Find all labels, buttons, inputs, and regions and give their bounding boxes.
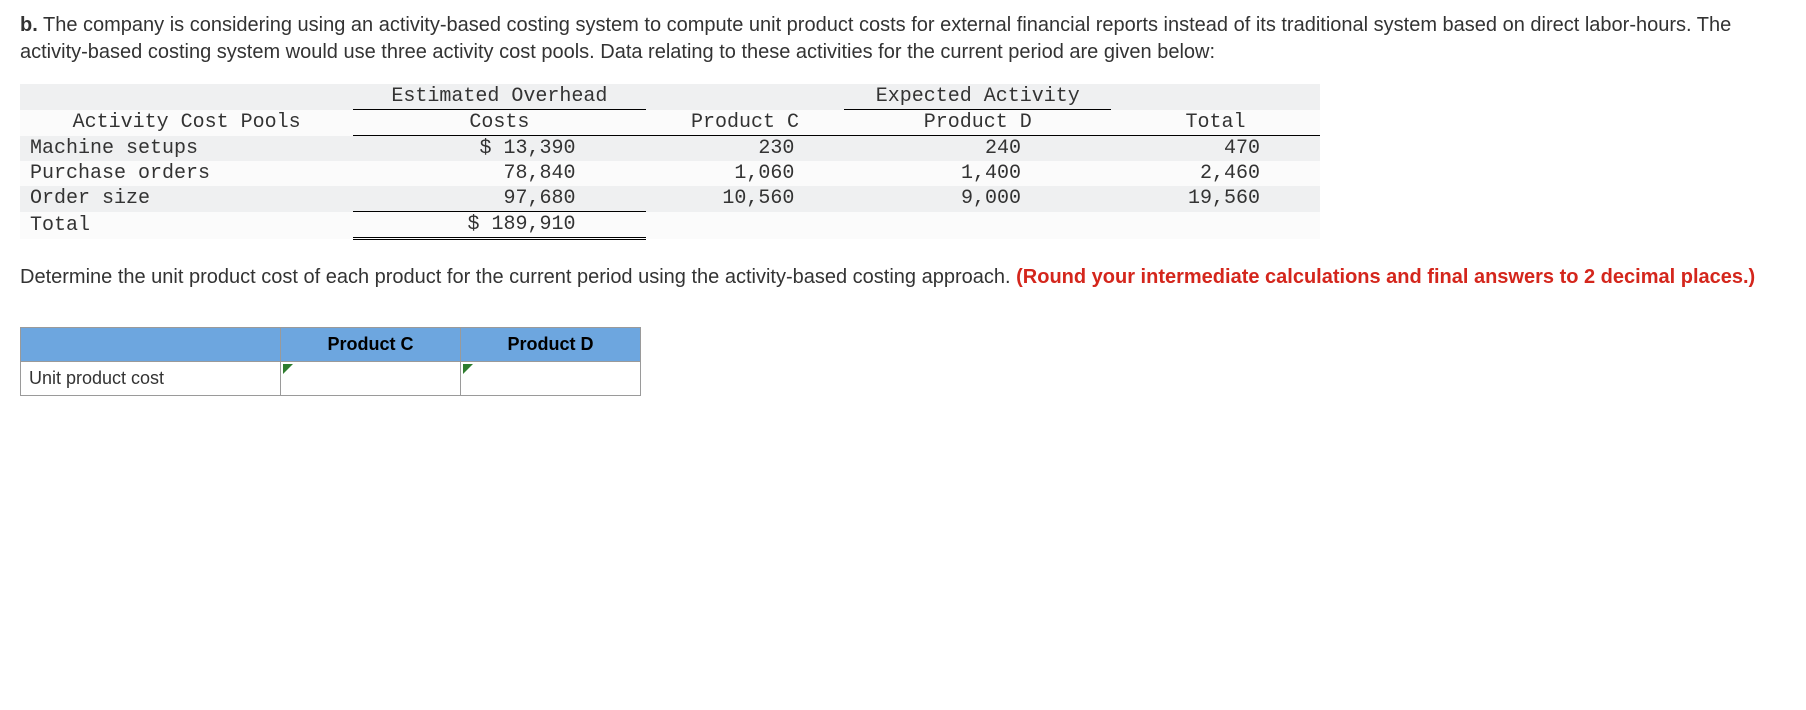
instruction-red: (Round your intermediate calculations an…: [1016, 266, 1755, 288]
cell-c: 1,060: [646, 161, 845, 186]
answer-cell-product-c[interactable]: [281, 362, 461, 396]
cell-cost: 78,840: [353, 161, 645, 186]
table-row: Purchase orders 78,840 1,060 1,400 2,460: [20, 161, 1320, 186]
answer-table: Product C Product D Unit product cost: [20, 327, 641, 396]
cell-c: 10,560: [646, 186, 845, 212]
instruction-text: Determine the unit product cost of each …: [20, 264, 1786, 291]
cell-total-cost: $ 189,910: [353, 212, 645, 239]
cell-d: 240: [844, 136, 1111, 162]
answer-col-product-c: Product C: [281, 328, 461, 362]
question-body: The company is considering using an acti…: [20, 14, 1731, 63]
unit-cost-input-d[interactable]: [461, 362, 640, 395]
part-label: b.: [20, 14, 38, 36]
answer-row-label: Unit product cost: [21, 362, 281, 396]
cell-t: 19,560: [1111, 186, 1320, 212]
answer-col-product-d: Product D: [461, 328, 641, 362]
cell-t: 2,460: [1111, 161, 1320, 186]
th-activity-cost-pools: Activity Cost Pools: [20, 110, 353, 136]
cell-t: 470: [1111, 136, 1320, 162]
cell-total-label: Total: [20, 212, 353, 239]
answer-cell-product-d[interactable]: [461, 362, 641, 396]
cell-pool: Order size: [20, 186, 353, 212]
th-costs: Costs: [353, 110, 645, 136]
unit-cost-input-c[interactable]: [281, 362, 460, 395]
activity-data-table: Estimated Overhead Expected Activity Act…: [20, 84, 1320, 240]
cell-pool: Machine setups: [20, 136, 353, 162]
table-row: Order size 97,680 10,560 9,000 19,560: [20, 186, 1320, 212]
cell-d: 9,000: [844, 186, 1111, 212]
cell-c: 230: [646, 136, 845, 162]
table-row: Machine setups $ 13,390 230 240 470: [20, 136, 1320, 162]
cell-cost: 97,680: [353, 186, 645, 212]
th-expected-activity: Expected Activity: [844, 84, 1111, 110]
th-estimated-overhead: Estimated Overhead: [353, 84, 645, 110]
th-total: Total: [1111, 110, 1320, 136]
question-text: b. The company is considering using an a…: [20, 12, 1786, 66]
cell-pool: Purchase orders: [20, 161, 353, 186]
th-product-d: Product D: [844, 110, 1111, 136]
answer-table-corner: [21, 328, 281, 362]
cell-d: 1,400: [844, 161, 1111, 186]
table-row-total: Total $ 189,910: [20, 212, 1320, 239]
cell-cost: $ 13,390: [353, 136, 645, 162]
th-product-c: Product C: [646, 110, 845, 136]
instruction-body: Determine the unit product cost of each …: [20, 266, 1016, 288]
